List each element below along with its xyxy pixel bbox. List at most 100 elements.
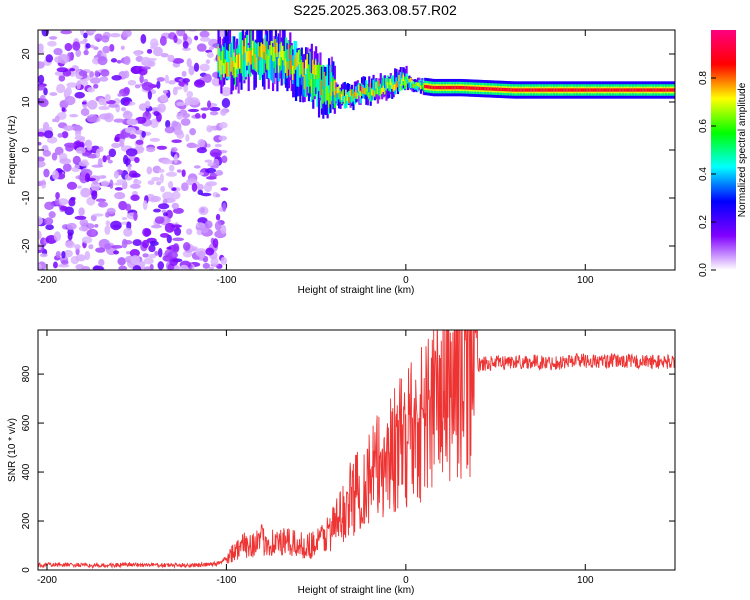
colorbar-ticks: 0.0 0.2 0.4 0.6 0.8 <box>698 71 716 277</box>
noise-blob <box>72 155 81 165</box>
ridge-cell <box>504 87 507 92</box>
ridge-cell <box>464 86 467 90</box>
ridge-cell <box>422 83 425 91</box>
noise-blob <box>167 251 179 260</box>
ridge-cell <box>523 88 526 92</box>
ridge-cell <box>573 88 576 92</box>
noise-blob <box>66 222 77 230</box>
spectrogram-y-tick-label: -20 <box>21 238 32 253</box>
ridge-cell <box>415 82 418 86</box>
ridge-cell <box>237 53 240 68</box>
ridge-cell <box>669 88 672 92</box>
ridge-cell <box>633 88 636 92</box>
noise-blob <box>133 211 138 222</box>
ridge-cell <box>274 38 278 54</box>
spectrogram-noise <box>38 30 232 270</box>
ridge-cell <box>533 88 536 92</box>
ridge-cell <box>228 46 232 75</box>
ridge-cell <box>546 88 549 92</box>
noise-blob <box>74 215 87 220</box>
ridge-cell <box>472 86 476 90</box>
noise-blob <box>66 181 78 190</box>
noise-blob <box>172 243 180 253</box>
ridge-cell <box>656 88 659 92</box>
ridge-cell <box>302 66 305 96</box>
ridge-cell <box>342 89 345 97</box>
ridge-cell <box>454 85 457 90</box>
noise-blob <box>121 216 128 221</box>
ridge-cell <box>323 72 326 102</box>
noise-blob <box>129 183 141 189</box>
ridge-cell <box>396 72 400 86</box>
noise-blob <box>141 130 146 138</box>
ridge-cell <box>269 45 272 60</box>
noise-blob <box>127 79 137 86</box>
ridge-cell <box>658 88 661 92</box>
ridge-cell <box>350 90 354 104</box>
noise-blob <box>63 125 75 131</box>
ridge-cell <box>283 55 286 85</box>
noise-blob <box>181 70 187 77</box>
noise-blob <box>198 250 206 260</box>
noise-blob <box>78 40 87 45</box>
noise-blob <box>199 30 210 38</box>
noise-blob <box>161 159 173 165</box>
ridge-cell <box>330 81 334 97</box>
noise-blob <box>110 58 118 63</box>
noise-blob <box>193 62 200 72</box>
ridge-cell <box>561 88 565 92</box>
ridge-cell <box>381 87 384 95</box>
ridge-cell <box>650 88 654 92</box>
noise-blob <box>199 36 211 42</box>
ridge-cell <box>251 41 255 56</box>
noise-blob <box>122 154 129 165</box>
spectrogram-y-label: Frequency (Hz) <box>7 116 18 185</box>
ridge-cell <box>360 86 364 93</box>
noise-blob <box>54 70 65 77</box>
ridge-cell <box>368 76 371 98</box>
ridge-cell <box>266 53 269 69</box>
ridge-cell <box>526 88 529 92</box>
noise-blob <box>146 48 153 54</box>
ridge-cell <box>309 51 312 81</box>
noise-blob <box>171 139 182 144</box>
ridge-cell <box>404 79 407 86</box>
ridge-cell <box>635 88 638 92</box>
ridge-cell <box>452 85 456 90</box>
ridge-cell <box>462 86 466 90</box>
ridge-cell <box>352 93 355 101</box>
ridge-cell <box>434 85 437 90</box>
noise-blob <box>107 159 113 164</box>
noise-blob <box>89 77 101 84</box>
ridge-cell <box>218 56 222 71</box>
noise-blob <box>44 217 54 226</box>
noise-blob <box>210 165 219 169</box>
noise-blob <box>81 236 93 244</box>
ridge-cell <box>490 87 493 91</box>
noise-blob <box>47 40 57 47</box>
ridge-cell <box>319 65 322 80</box>
noise-blob <box>38 61 45 69</box>
snr-y-tick-label: 800 <box>21 365 32 382</box>
noise-blob <box>194 112 201 119</box>
ridge-cell <box>594 88 598 92</box>
ridge-cell <box>362 87 365 94</box>
ridge-cell <box>428 85 431 89</box>
ridge-cell <box>297 58 301 87</box>
noise-blob <box>215 193 221 198</box>
ridge-cell <box>326 64 329 94</box>
noise-blob <box>191 144 200 148</box>
snr-x-tick-label: -100 <box>216 575 236 586</box>
ridge-cell <box>465 86 468 90</box>
ridge-cell <box>306 58 309 87</box>
colorbar: 0.0 0.2 0.4 0.6 0.8 Normalized spectral ampl… <box>698 30 748 277</box>
noise-blob <box>110 244 123 249</box>
ridge-cell <box>253 47 256 63</box>
ridge-cell <box>274 44 278 74</box>
ridge-cell <box>220 60 223 75</box>
spectrogram-x-tick-label: -100 <box>216 275 236 286</box>
ridge-cell <box>282 49 285 79</box>
ridge-cell <box>549 88 552 92</box>
noise-blob <box>185 134 190 142</box>
ridge-cell <box>348 96 351 104</box>
